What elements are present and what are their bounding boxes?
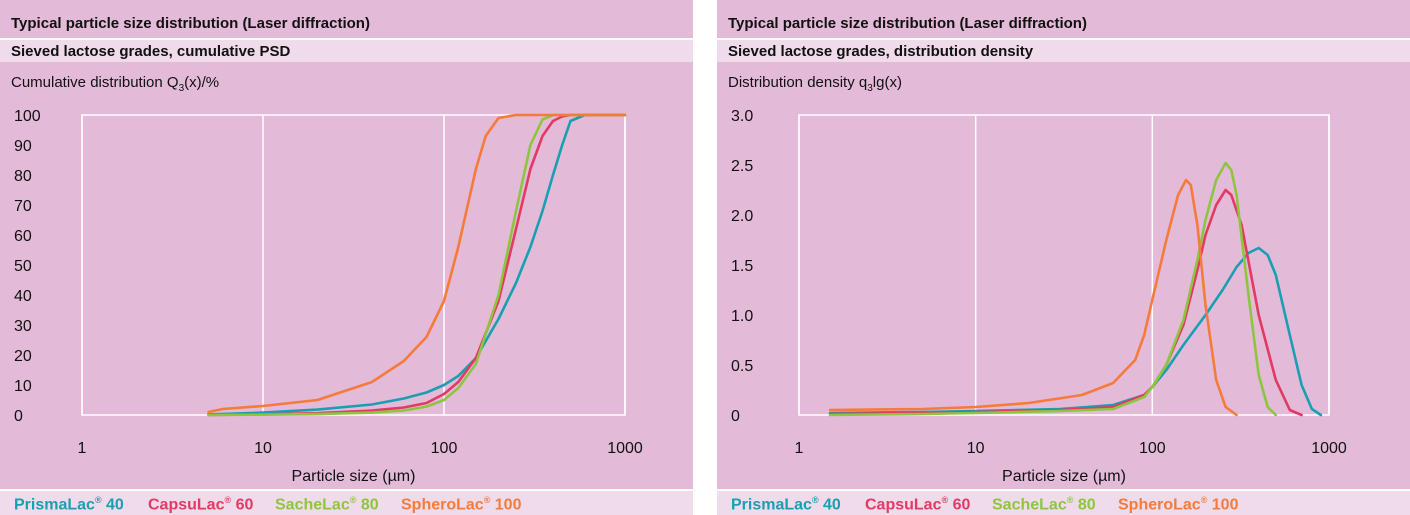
y-tick-label: 80: [14, 168, 32, 185]
series-line-spherolac: [207, 113, 627, 414]
legend-item-capsulac: CapsuLac® 60: [865, 495, 971, 514]
y-axis-label: Distribution density q3lg(x): [728, 74, 902, 94]
series-line-capsulac: [207, 113, 627, 417]
series-line-capsulac: [828, 188, 1303, 417]
panel-header: Typical particle size distribution (Lase…: [0, 12, 693, 36]
y-tick-label: 30: [14, 318, 32, 335]
x-tick-label: 1: [795, 440, 804, 457]
y-axis-label: Cumulative distribution Q3(x)/%: [11, 74, 220, 94]
legend-item-sachelac: SacheLac® 80: [275, 495, 379, 514]
y-tick-label: 90: [14, 138, 32, 155]
legend: PrismaLac® 40 CapsuLac® 60 SacheLac® 80 …: [717, 489, 1410, 515]
y-tick-label: 0: [14, 408, 23, 425]
x-tick-label: 100: [431, 440, 458, 457]
y-tick-label: 1.5: [731, 258, 753, 275]
series-line-prismalac: [207, 113, 627, 416]
y-tick-label: 2.5: [731, 158, 753, 175]
x-tick-label: 100: [1139, 440, 1166, 457]
legend-item-spherolac: SpheroLac® 100: [1118, 495, 1239, 514]
legend-item-prismalac: PrismaLac® 40: [731, 495, 841, 514]
cumulative-plot: 1 10 100 1000 0 10 20 30 40 50 60 70 80 90 100 Particle…: [14, 108, 643, 485]
y-tick-label: 100: [14, 108, 41, 125]
y-tick-label: 60: [14, 228, 32, 245]
legend-item-sachelac: SacheLac® 80: [992, 495, 1096, 514]
y-tick-label: 20: [14, 348, 32, 365]
y-tick-label: 1.0: [731, 308, 753, 325]
x-tick-label: 1: [78, 440, 87, 457]
x-axis-label: Particle size (µm): [292, 468, 416, 485]
y-tick-label: 40: [14, 288, 32, 305]
legend: PrismaLac® 40 CapsuLac® 60 SacheLac® 80 …: [0, 489, 693, 515]
x-tick-label: 1000: [607, 440, 643, 457]
panel-subheader: Sieved lactose grades, distribution dens…: [717, 38, 1410, 62]
legend-item-prismalac: PrismaLac® 40: [14, 495, 124, 514]
legend-item-spherolac: SpheroLac® 100: [401, 495, 522, 514]
x-tick-label: 10: [967, 440, 985, 457]
y-tick-label: 50: [14, 258, 32, 275]
y-tick-label: 10: [14, 378, 32, 395]
y-tick-label: 3.0: [731, 108, 753, 125]
series-line-sachelac: [207, 113, 627, 417]
x-axis-label: Particle size (µm): [1002, 468, 1126, 485]
density-plot: 1 10 100 1000 0 0.5 1.0 1.5 2.0 2.5 3.0 Particle si…: [731, 108, 1347, 485]
series-line-sachelac: [828, 161, 1278, 417]
plot-area: [81, 114, 626, 416]
chart-panel-cumulative: Typical particle size distribution (Lase…: [0, 0, 693, 515]
y-tick-label: 0.5: [731, 358, 753, 375]
panel-subheader: Sieved lactose grades, cumulative PSD: [0, 38, 693, 62]
legend-item-capsulac: CapsuLac® 60: [148, 495, 254, 514]
chart-panel-density: Typical particle size distribution (Lase…: [717, 0, 1410, 515]
y-tick-label: 2.0: [731, 208, 753, 225]
y-tick-label: 70: [14, 198, 32, 215]
y-tick-label: 0: [731, 408, 740, 425]
x-tick-label: 1000: [1311, 440, 1347, 457]
panel-header: Typical particle size distribution (Lase…: [717, 12, 1410, 36]
series-line-spherolac: [828, 178, 1238, 417]
series-line-prismalac: [828, 246, 1323, 417]
x-tick-label: 10: [254, 440, 272, 457]
